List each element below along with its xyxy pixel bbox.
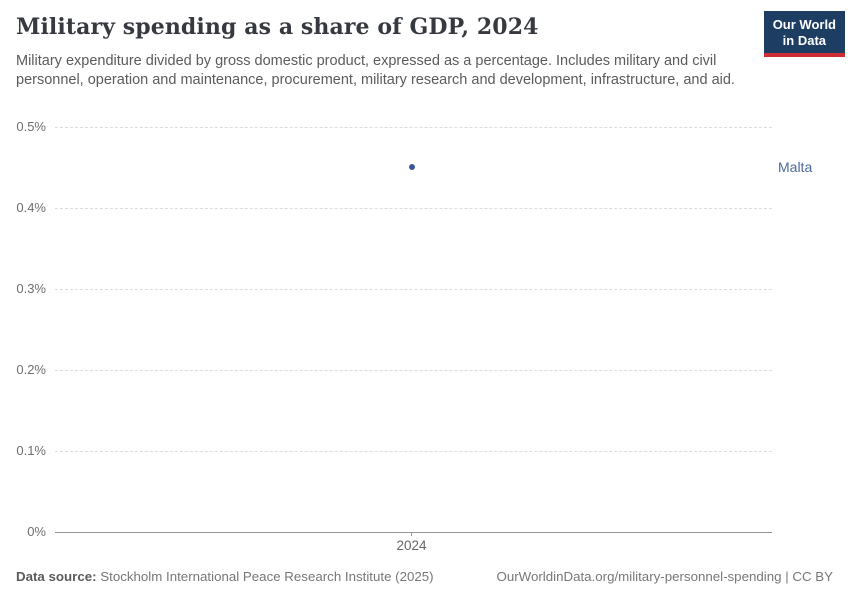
- data-source: Data source: Stockholm International Pea…: [16, 569, 434, 584]
- owid-logo-line2: in Data: [782, 33, 827, 48]
- owid-logo[interactable]: Our World in Data: [763, 11, 845, 57]
- x-tick-label: 2024: [396, 538, 427, 553]
- data-source-value: Stockholm International Peace Research I…: [96, 569, 434, 584]
- y-tick-label: 0.1%: [16, 443, 46, 458]
- gridline-0p3: [55, 289, 772, 290]
- gridline-0p2: [55, 370, 772, 371]
- y-tick-label: 0.4%: [16, 200, 46, 215]
- gridline-0p5: [55, 127, 772, 128]
- owid-logo-line1: Our World: [772, 17, 836, 32]
- data-point-malta[interactable]: [409, 164, 415, 170]
- y-tick-label: 0.5%: [16, 119, 46, 134]
- page-title: Military spending as a share of GDP, 202…: [16, 14, 539, 40]
- x-axis-line: [55, 532, 772, 533]
- entity-label-malta[interactable]: Malta: [778, 159, 813, 175]
- x-tick-mark: [411, 532, 412, 536]
- page-subtitle: Military expenditure divided by gross do…: [16, 53, 735, 88]
- y-tick-label: 0.2%: [16, 362, 46, 377]
- gridline-0p4: [55, 208, 772, 209]
- data-source-label: Data source:: [16, 569, 97, 584]
- citation-link[interactable]: OurWorldinData.org/military-personnel-sp…: [496, 569, 833, 584]
- y-tick-label: 0.3%: [16, 281, 46, 296]
- gridline-0p1: [55, 451, 772, 452]
- chart-footer: Data source: Stockholm International Pea…: [16, 569, 833, 584]
- y-tick-label: 0%: [27, 524, 46, 539]
